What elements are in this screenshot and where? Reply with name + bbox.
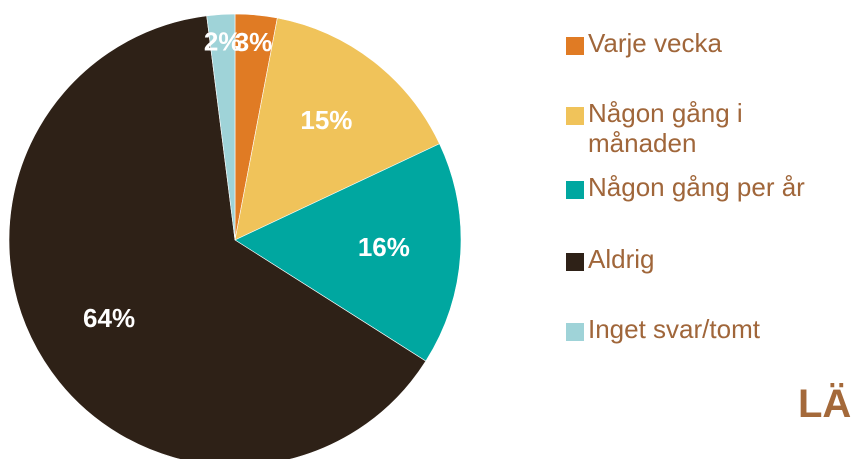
legend-label: Någon gång i månaden (588, 98, 743, 158)
legend-label: Varje vecka (588, 28, 722, 58)
legend-swatch (566, 107, 584, 125)
legend-swatch (566, 323, 584, 341)
pie-slice (234, 17, 440, 241)
data-label: 2% (204, 27, 242, 57)
data-label: 64% (83, 303, 135, 333)
data-label: 3% (235, 27, 273, 57)
legend-item: Någon gång i månaden (566, 98, 858, 158)
legend-swatch (566, 253, 584, 271)
pie-chart: 3% 15% 16% 64% 2% (8, 13, 462, 459)
legend-label: Inget svar/tomt (588, 314, 760, 344)
legend-swatch (566, 181, 584, 199)
annotation: LÄ (798, 382, 852, 426)
legend-item: Aldrig (566, 244, 858, 274)
data-label: 16% (358, 232, 410, 262)
data-label: 15% (300, 105, 352, 135)
pie-slice (206, 13, 236, 241)
pie-slice (8, 15, 427, 459)
legend-label: Någon gång per år (588, 172, 805, 202)
legend-item: Varje vecka (566, 28, 858, 58)
legend-item: Inget svar/tomt (566, 314, 858, 344)
legend-label: Aldrig (588, 244, 655, 274)
legend-item: Någon gång per år (566, 172, 858, 202)
pie-slice (234, 143, 462, 362)
legend-swatch (566, 37, 584, 55)
